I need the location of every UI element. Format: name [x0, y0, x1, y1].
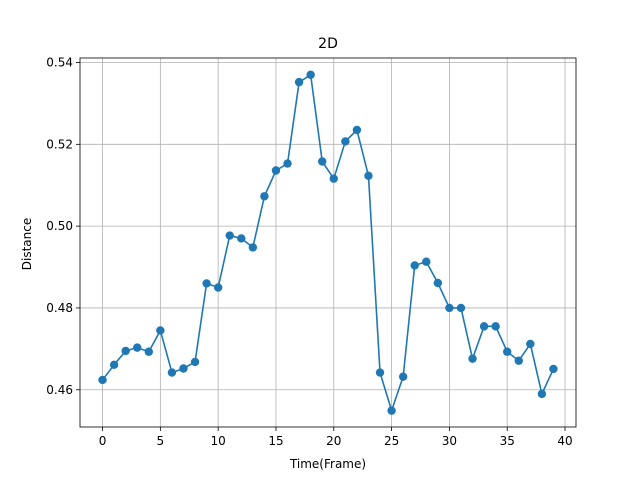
data-point: [479, 322, 489, 331]
x-tick-label: 5: [157, 434, 165, 448]
x-tick-label: 25: [384, 434, 399, 448]
x-tick-label: 20: [326, 434, 341, 448]
data-point: [202, 279, 211, 288]
data-point: [445, 303, 454, 313]
y-tick-label: 0.46: [46, 383, 73, 397]
data-point: [121, 346, 130, 356]
x-tick-label: 35: [500, 434, 515, 448]
data-point: [133, 343, 142, 352]
plot-frame: [79, 57, 577, 428]
data-point: [179, 364, 188, 373]
data-point: [190, 357, 200, 367]
data-point: [167, 368, 177, 377]
x-axis-label: Time(Frame): [289, 457, 366, 471]
data-point: [352, 125, 362, 135]
data-point: [456, 303, 466, 313]
data-point: [271, 166, 281, 175]
y-tick-label: 0.48: [46, 301, 73, 315]
data-point: [98, 375, 107, 385]
x-axis: 0 5 10 15 20 25 30 35 40: [99, 427, 573, 448]
data-point: [306, 70, 315, 79]
data-point: [364, 171, 373, 181]
grid-lines: [80, 58, 576, 427]
data-point: [283, 159, 292, 168]
data-point: [433, 278, 443, 288]
chart-title: 2D: [318, 36, 338, 52]
data-point: [156, 326, 165, 335]
data-point: [213, 283, 223, 292]
data-point: [537, 389, 547, 399]
data-point: [387, 406, 396, 415]
data-point: [318, 157, 327, 166]
data-point: [503, 347, 512, 356]
data-point: [410, 261, 419, 270]
data-point: [468, 354, 477, 363]
data-point: [109, 360, 119, 370]
series-line: [101, 73, 555, 412]
data-point: [549, 364, 558, 374]
data-point: [260, 192, 269, 201]
data-point: [514, 356, 523, 365]
data-point: [375, 368, 385, 377]
y-axis: 0.46 0.48 0.50 0.52 0.54: [46, 56, 80, 397]
x-tick-label: 10: [211, 434, 226, 448]
data-point: [225, 231, 234, 240]
y-axis-label: Distance: [20, 218, 34, 270]
x-tick-label: 40: [557, 434, 572, 448]
data-point: [294, 77, 304, 87]
x-tick-label: 0: [99, 434, 107, 448]
data-point: [491, 322, 500, 331]
data-point: [526, 339, 535, 349]
y-tick-label: 0.50: [46, 219, 73, 233]
data-point: [398, 372, 408, 381]
data-point: [341, 137, 350, 146]
x-tick-label: 30: [442, 434, 457, 448]
data-point: [329, 174, 338, 183]
data-point: [422, 257, 431, 266]
x-tick-label: 15: [268, 434, 283, 448]
y-tick-label: 0.54: [46, 56, 73, 70]
data-point: [248, 243, 258, 252]
data-point: [237, 234, 246, 243]
y-tick-label: 0.52: [46, 137, 73, 151]
data-point: [144, 347, 153, 356]
series-layer: [98, 70, 558, 415]
